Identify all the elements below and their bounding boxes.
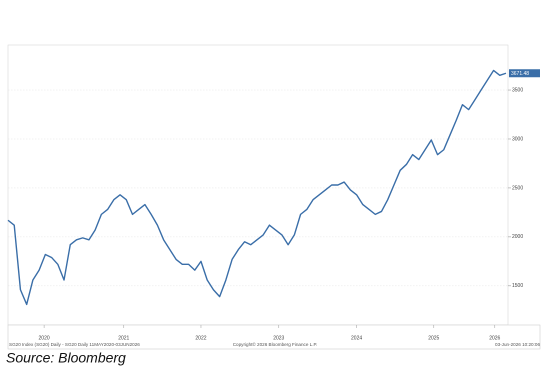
- y-tick-label: 3000: [512, 136, 523, 142]
- y-tick-label: 2500: [512, 185, 523, 191]
- plot-area: [7, 44, 509, 326]
- x-tick-label: 2021: [118, 335, 129, 341]
- footer-left: SG20 Index (SG20) Daily - SG20 Daily 11M…: [9, 342, 140, 347]
- footer-center: Copyright© 2026 Bloomberg Finance L.P.: [233, 341, 318, 347]
- x-tick-label: 2023: [273, 335, 284, 341]
- x-tick-label: 2024: [351, 335, 362, 341]
- y-tick-label: 2000: [512, 234, 523, 240]
- x-tick-label: 2025: [428, 335, 439, 341]
- y-tick-label: 1500: [512, 283, 523, 289]
- source: Source: Bloomberg: [6, 350, 126, 366]
- last-price-label: 3671.48: [511, 71, 529, 77]
- x-axis-band: [7, 324, 541, 350]
- footer-right: 03-Jun-2026 10:20:06: [495, 342, 540, 347]
- x-tick-label: 2020: [39, 335, 50, 341]
- price-line: [7, 69, 507, 306]
- x-tick-label: 2022: [195, 335, 206, 341]
- x-tick-label: 2026: [489, 335, 500, 341]
- last-price-tag: [509, 69, 540, 78]
- y-tick-label: 3500: [512, 87, 523, 93]
